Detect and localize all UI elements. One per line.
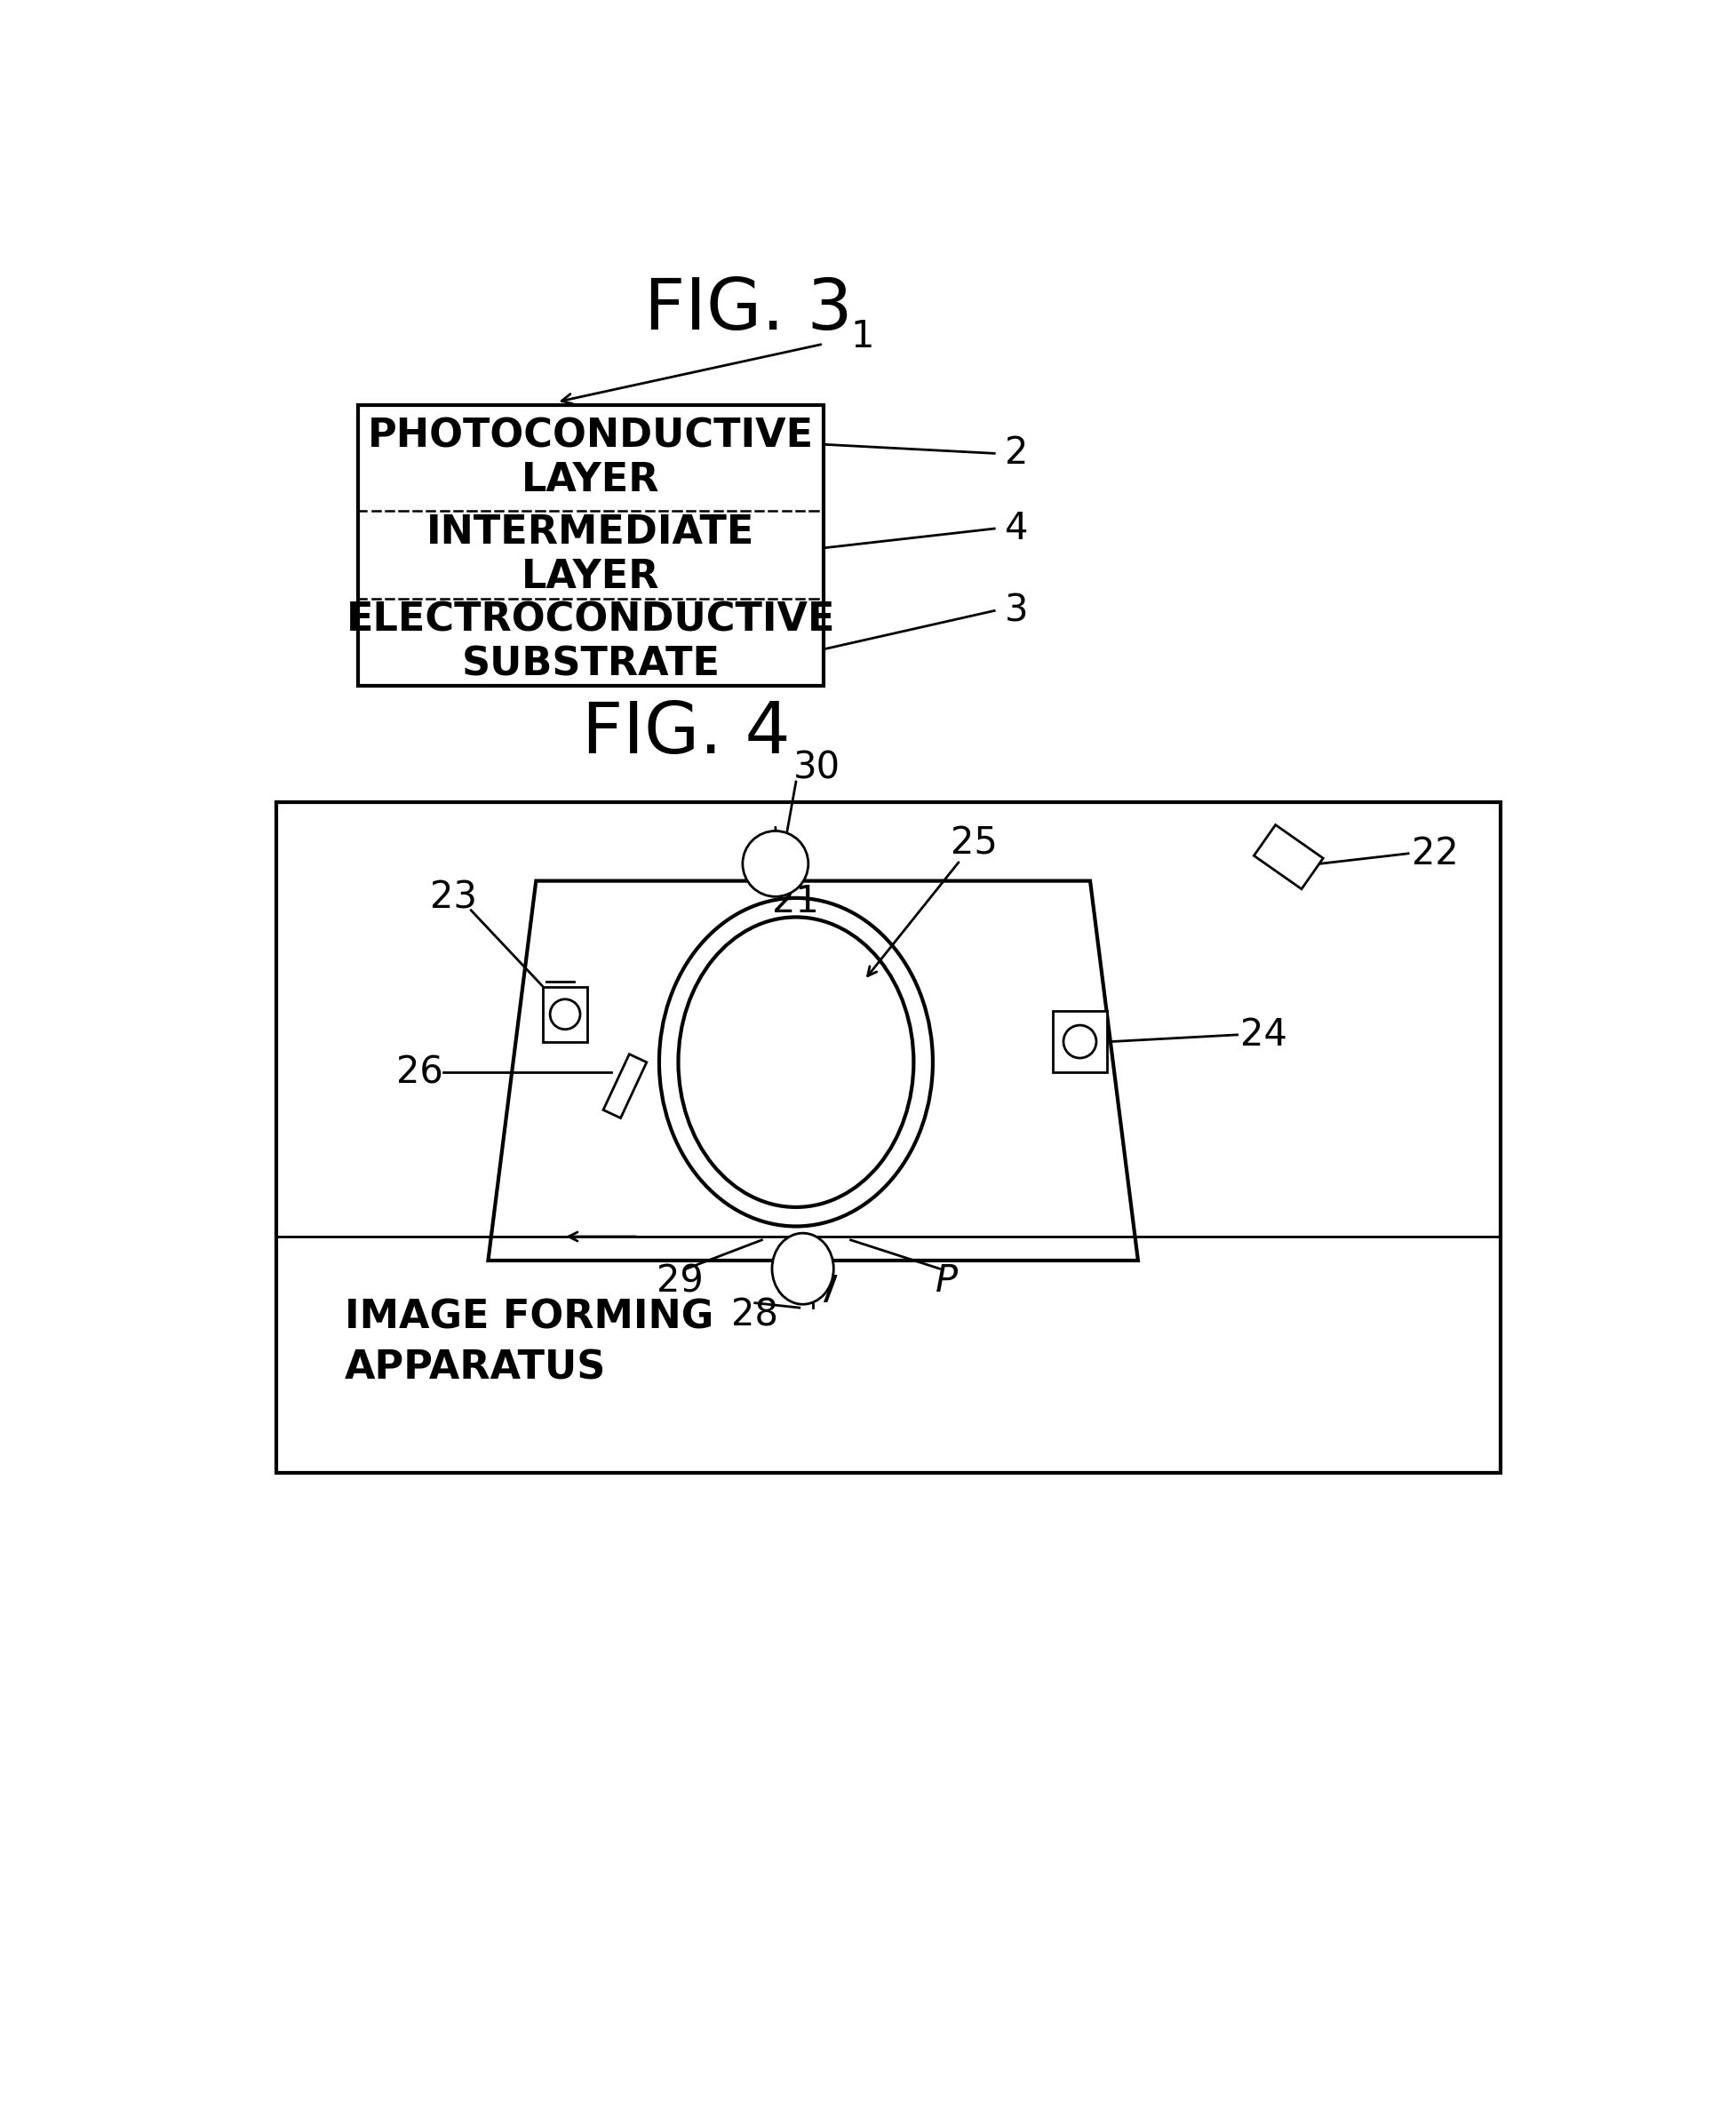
Text: 30: 30	[793, 748, 840, 786]
Circle shape	[550, 999, 580, 1029]
Ellipse shape	[679, 917, 913, 1208]
Circle shape	[743, 831, 809, 896]
Text: FIG. 4: FIG. 4	[582, 700, 792, 769]
Ellipse shape	[773, 1233, 833, 1305]
Bar	[358, 405, 823, 685]
Polygon shape	[488, 881, 1139, 1261]
Text: 22: 22	[1411, 835, 1458, 873]
Text: 27: 27	[793, 1273, 840, 1309]
Text: P: P	[936, 1263, 958, 1301]
Text: 4: 4	[1005, 510, 1028, 548]
Text: INTERMEDIATE
LAYER: INTERMEDIATE LAYER	[427, 514, 755, 597]
Text: 3: 3	[1005, 592, 1028, 630]
Text: 29: 29	[656, 1263, 703, 1301]
Text: IMAGE FORMING
APPARATUS: IMAGE FORMING APPARATUS	[344, 1299, 713, 1387]
Text: PHOTOCONDUCTIVE
LAYER: PHOTOCONDUCTIVE LAYER	[368, 417, 814, 500]
Text: 2: 2	[1005, 434, 1028, 472]
Text: FIG. 3: FIG. 3	[644, 274, 852, 344]
Bar	[1052, 1012, 1108, 1073]
Polygon shape	[1253, 824, 1323, 890]
Polygon shape	[604, 1054, 646, 1117]
Bar	[543, 987, 587, 1041]
Text: ELECTROCONDUCTIVE
SUBSTRATE: ELECTROCONDUCTIVE SUBSTRATE	[345, 601, 835, 683]
Text: 28: 28	[731, 1296, 778, 1334]
Ellipse shape	[660, 898, 932, 1227]
Text: 1: 1	[851, 318, 875, 356]
Circle shape	[1064, 1024, 1097, 1058]
Text: 24: 24	[1241, 1016, 1288, 1054]
Text: 23: 23	[431, 879, 477, 917]
Text: 21: 21	[773, 883, 819, 919]
Text: 25: 25	[950, 824, 996, 862]
Bar	[276, 803, 1500, 1473]
Text: 26: 26	[396, 1054, 443, 1092]
